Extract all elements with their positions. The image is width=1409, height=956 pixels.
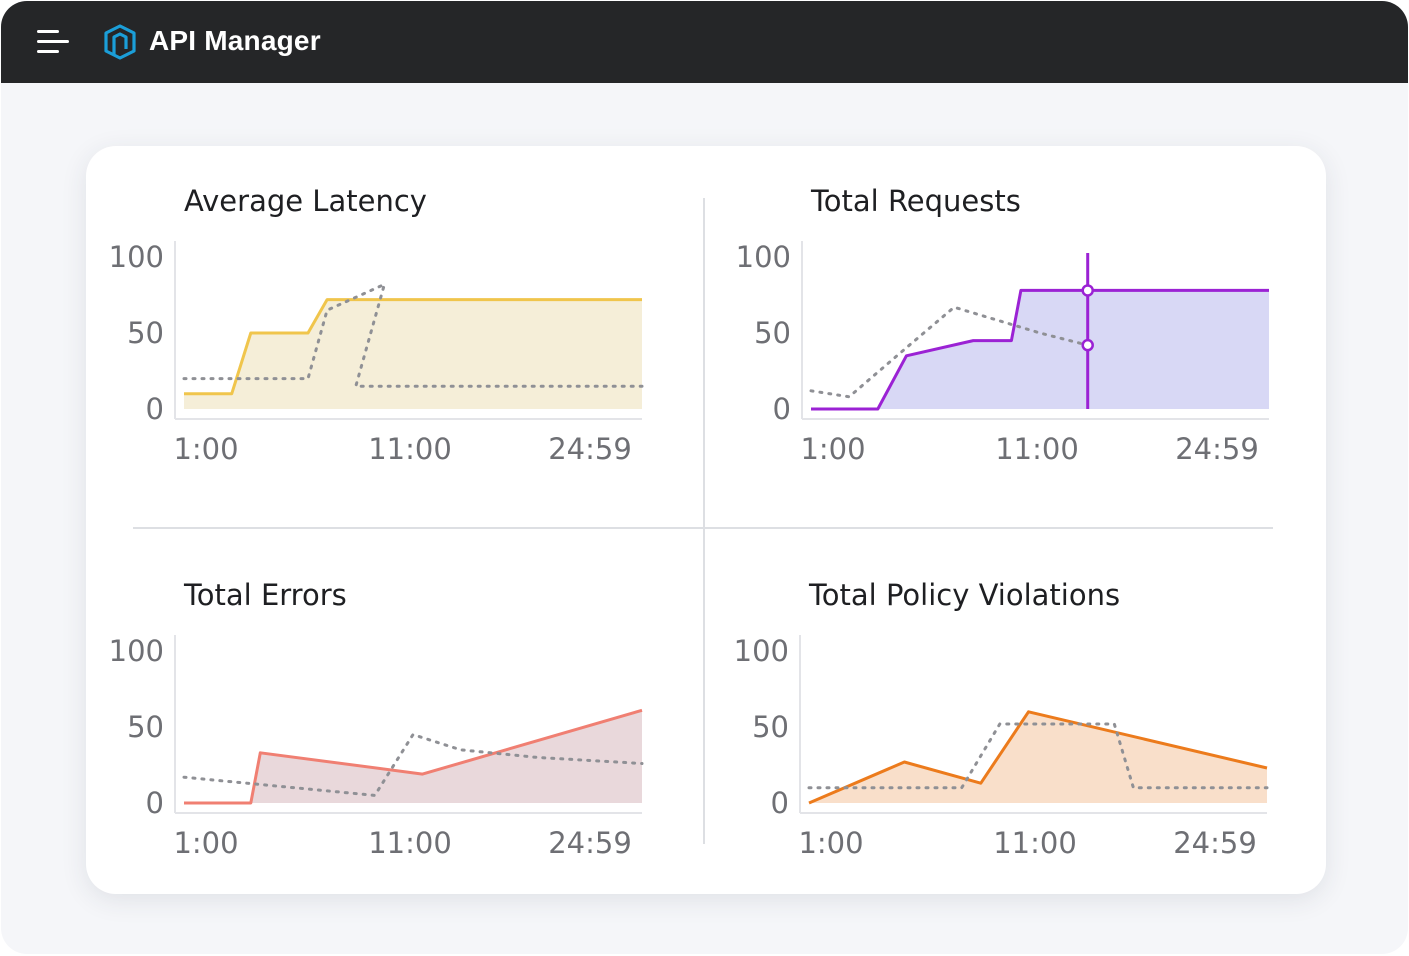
chart-panel-4: Total Policy Violations 100 50 0 1:00 11:00 24… [734,578,1269,860]
chart-panel-2: Total Requests 100 50 0 1:00 11:00 24:59 [736,184,1269,466]
hover-cursor-point [1081,284,1094,297]
y-tick-label: 0 [773,392,791,426]
x-tick-label: 1:00 [800,432,865,466]
hamburger-menu-icon[interactable] [37,27,73,59]
x-tick-label: 11:00 [995,432,1079,466]
x-tick-label: 11:00 [368,432,452,466]
series-line [184,298,642,396]
x-tick-label: 24:59 [548,826,632,860]
app-title: API Manager [149,25,321,56]
x-tick-label: 1:00 [173,432,238,466]
divider-horizontal [133,527,1273,529]
series-area [809,711,1267,803]
chart-panel-3: Total Errors 100 50 0 1:00 11:00 24:59 [109,578,644,860]
top-bar: API Manager [1,1,1408,83]
y-tick-label: 50 [127,710,164,744]
baseline-dotted-line [807,722,1269,790]
y-tick-label: 50 [754,316,791,350]
y-tick-label: 50 [752,710,789,744]
baseline-dotted-line [182,733,644,797]
chart-title: Average Latency [184,184,427,218]
y-tick-label: 0 [146,786,164,820]
x-tick-label: 1:00 [173,826,238,860]
y-tick-label: 0 [146,392,164,426]
api-manager-logo-icon [104,24,136,60]
x-tick-label: 24:59 [1175,432,1259,466]
y-tick-label: 100 [109,634,164,668]
chart-title: Total Policy Violations [808,578,1120,612]
x-tick-label: 11:00 [993,826,1077,860]
series-line [808,710,1268,805]
y-tick-label: 100 [736,240,791,274]
baseline-dotted-line [182,282,644,388]
x-tick-label: 11:00 [368,826,452,860]
series-line [811,288,1269,411]
y-tick-label: 100 [109,240,164,274]
series-area [184,299,642,409]
divider-vertical [703,198,705,844]
y-tick-label: 100 [734,634,789,668]
y-tick-label: 50 [127,316,164,350]
chart-title: Total Requests [810,184,1021,218]
x-tick-label: 24:59 [548,432,632,466]
series-area [811,290,1269,409]
x-tick-label: 1:00 [798,826,863,860]
series-line [184,708,643,805]
y-tick-label: 0 [771,786,789,820]
x-tick-label: 24:59 [1173,826,1257,860]
series-area [184,710,642,803]
chart-panel-1: Average Latency 100 50 0 1:00 11:00 24:59 [109,184,644,466]
chart-title: Total Errors [183,578,347,612]
hover-cursor-point [1081,338,1094,352]
